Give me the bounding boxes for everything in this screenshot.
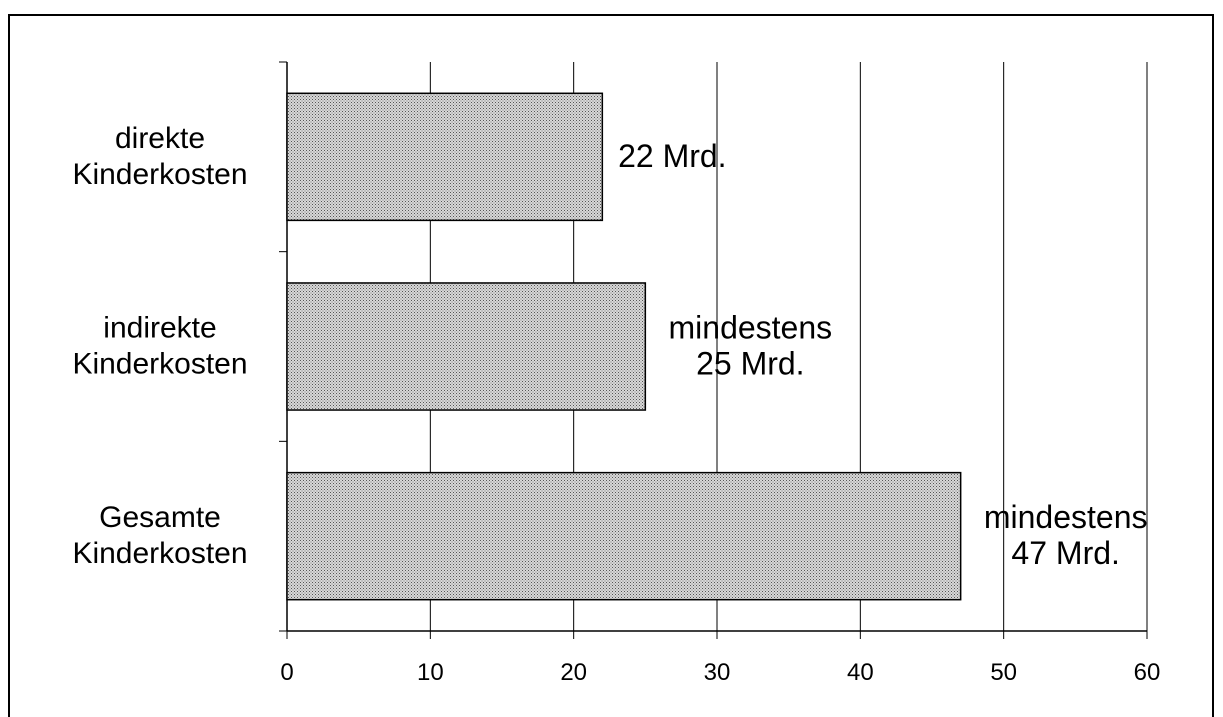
x-tick-label-10: 10	[417, 659, 444, 686]
bar-1	[286, 282, 647, 411]
category-label-1-0: indirekte	[103, 312, 216, 345]
data-label-2-1: 47 Mrd.	[1011, 535, 1119, 571]
x-tick-label-30: 30	[704, 659, 731, 686]
x-tick-label-40: 40	[847, 659, 874, 686]
x-tick-label-0: 0	[280, 659, 293, 686]
data-label-1-1: 25 Mrd.	[696, 346, 804, 382]
data-label-1-0: mindestens	[669, 310, 833, 346]
x-tick-label-50: 50	[990, 659, 1017, 686]
bars	[286, 92, 962, 601]
x-tick-label-60: 60	[1134, 659, 1161, 686]
category-label-0-0: direkte	[115, 122, 205, 155]
category-label-2-0: Gesamte	[99, 501, 221, 534]
category-label-0-1: Kinderkosten	[72, 158, 247, 191]
category-label-2-1: Kinderkosten	[72, 537, 247, 570]
data-label-2-0: mindestens	[984, 499, 1148, 535]
bar-2	[286, 471, 962, 601]
category-label-1-1: Kinderkosten	[72, 348, 247, 381]
data-label-0-0: 22 Mrd.	[618, 138, 726, 174]
bar-0	[286, 92, 604, 222]
x-tick-label-20: 20	[560, 659, 587, 686]
